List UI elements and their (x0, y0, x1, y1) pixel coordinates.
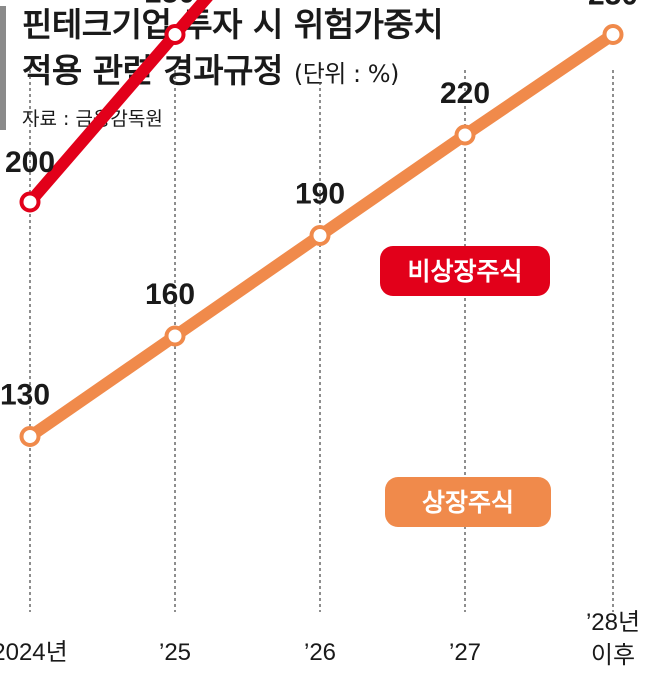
series-badge (380, 246, 550, 296)
title-line-1: 핀테크기업 투자 시 위험가중치 (22, 5, 444, 44)
data-label: 250 (588, 0, 638, 12)
x-tick-label: 2024년 (0, 639, 68, 666)
x-tick-label: ’25 (159, 639, 191, 666)
series-badge-label: 비상장주식 (407, 257, 522, 286)
data-point (602, 24, 624, 45)
data-point (164, 24, 186, 45)
data-point (309, 225, 331, 246)
unit-label: (단위 : %) (293, 60, 400, 88)
x-tick-label: 이후 (591, 642, 635, 669)
x-tick-label: ’26 (304, 639, 336, 666)
x-tick-label: ’27 (449, 639, 481, 666)
source-label: 자료 : 금융감독원 (22, 108, 163, 130)
data-point (19, 191, 41, 213)
data-point (164, 325, 186, 347)
x-tick-label: ’28년 (586, 609, 640, 636)
data-label: 220 (440, 77, 490, 110)
series-badge-label: 상장주식 (422, 488, 514, 517)
series-line (24, 0, 213, 208)
data-label: 250 (145, 0, 195, 10)
data-label: 200 (5, 146, 55, 179)
data-label: 160 (145, 278, 195, 311)
series-badge (385, 477, 551, 527)
data-label: 130 (0, 379, 50, 412)
data-label: 190 (295, 178, 345, 211)
title-accent-bar (0, 6, 6, 130)
data-point (19, 426, 41, 447)
data-point (454, 124, 476, 146)
